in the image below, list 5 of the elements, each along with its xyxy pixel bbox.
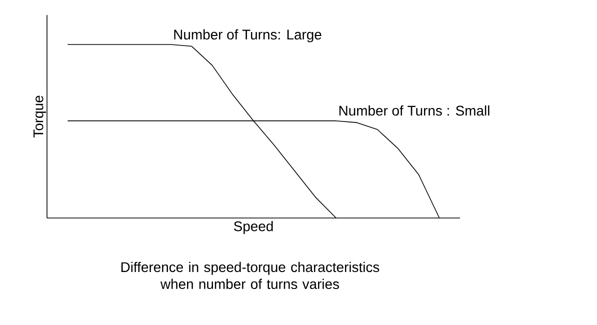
y-axis-title: Torque	[34, 96, 46, 138]
series-label: Number of Turns: Large	[174, 29, 322, 42]
text: Difference in speed-torque characteristics when number of turns varies	[121, 262, 380, 290]
x-axis-title: Speed	[234, 220, 273, 234]
series-label: Number of Turns : Small	[339, 105, 490, 116]
